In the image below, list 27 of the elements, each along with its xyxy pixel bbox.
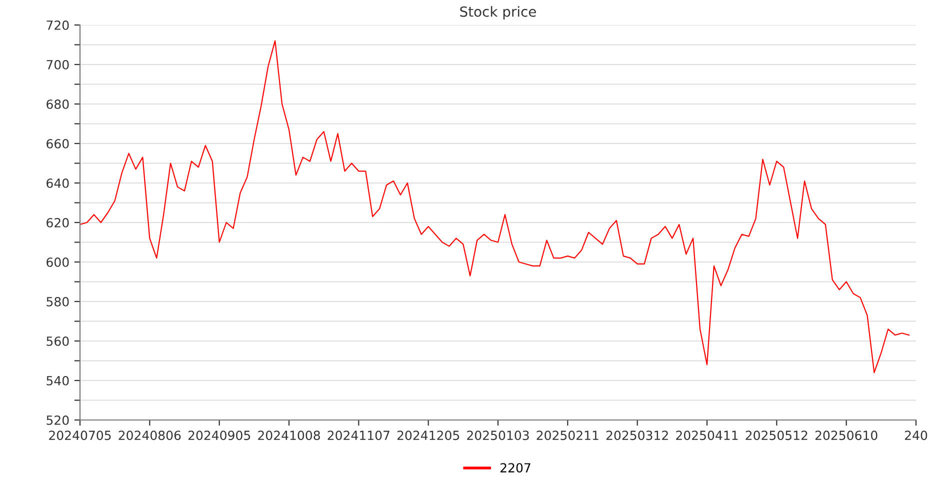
y-tick-label: 600 (46, 257, 69, 267)
x-tick-label: 20250411 (676, 430, 738, 440)
x-tick-label: 20240905 (188, 430, 250, 440)
legend-label: 2207 (500, 463, 530, 473)
y-tick-label: 580 (46, 296, 69, 306)
y-tick-label: 620 (46, 218, 69, 228)
x-tick-label: 20240705 (49, 430, 111, 440)
x-tick-label: 20240806 (118, 430, 181, 440)
y-tick-label: 520 (46, 415, 69, 425)
y-tick-label: 640 (46, 178, 69, 188)
x-tick-label: 20250610 (815, 430, 878, 440)
x-tick-label: 20250211 (536, 430, 598, 440)
x-tick-label: 20241008 (258, 430, 320, 440)
chart-title: Stock price (460, 6, 536, 20)
y-tick-label: 700 (46, 60, 69, 70)
x-tick-label: 20250312 (606, 430, 668, 440)
y-tick-label: 660 (46, 138, 69, 148)
y-tick-label: 560 (46, 336, 69, 346)
x-tick-label: 20250512 (746, 430, 808, 440)
x-tick-label: 20241107 (328, 430, 390, 440)
y-tick-label: 680 (46, 99, 69, 109)
x-tick-label: 240 (904, 430, 928, 440)
y-tick-label: 720 (46, 20, 69, 30)
x-tick-label: 20241205 (397, 430, 460, 440)
line-series (80, 40, 910, 374)
y-tick-label: 540 (46, 376, 69, 386)
x-tick-label: 20250103 (467, 430, 529, 440)
